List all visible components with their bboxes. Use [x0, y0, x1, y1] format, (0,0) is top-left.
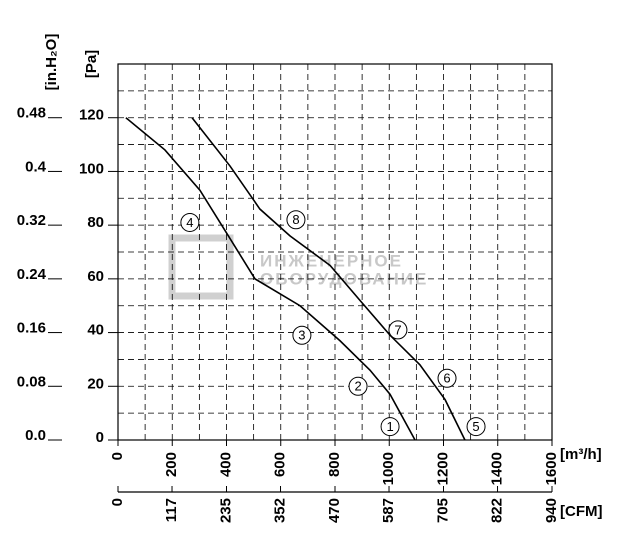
- y2-tick-label: 0.24: [17, 266, 47, 283]
- x-tick-label: 1000: [380, 452, 397, 485]
- x-tick-label: 800: [326, 452, 343, 477]
- y-tick-label: 20: [87, 375, 104, 392]
- annotation-circle: [388, 320, 408, 340]
- x2-tick-label: 822: [488, 498, 505, 523]
- y2-tick-label: 0.16: [17, 320, 46, 337]
- y2-tick-label: 0.48: [17, 105, 46, 122]
- annotation-circle: [348, 376, 368, 396]
- annotation: 4: [186, 215, 193, 230]
- annotation: 5: [472, 419, 479, 434]
- x-tick-label: 1600: [543, 452, 560, 485]
- annotation: 3: [298, 328, 305, 343]
- x2-axis-label: [CFM]: [560, 503, 602, 520]
- x2-tick-label: 470: [326, 498, 343, 523]
- annotation: 8: [292, 212, 299, 227]
- x-tick-label: 600: [272, 452, 289, 477]
- y2-tick-label: 0.08: [17, 373, 46, 390]
- annotation: 7: [394, 322, 401, 337]
- x2-tick-label: 117: [163, 498, 180, 522]
- annotation-circle: [180, 212, 200, 232]
- y2-axis-label: [in.H₂O]: [43, 34, 60, 91]
- y2-tick-label: 0.4: [25, 158, 47, 175]
- y-axis-label: [Pa]: [83, 50, 100, 78]
- x2-tick-label: 587: [380, 498, 397, 523]
- x-tick-label: 0: [109, 452, 126, 460]
- y2-tick-label: 0.32: [17, 212, 46, 229]
- annotation-circle: [437, 368, 457, 388]
- y-tick-label: 60: [87, 268, 104, 285]
- x2-tick-label: 235: [217, 498, 234, 523]
- watermark-logo: [168, 234, 234, 300]
- x-tick-label: 200: [163, 452, 180, 477]
- x2-tick-label: 940: [543, 498, 560, 523]
- y2-tick-label: 0.0: [25, 427, 46, 444]
- x-tick-label: 1400: [489, 452, 506, 485]
- watermark: ИНЖЕНЕРНОЕ: [260, 251, 403, 270]
- annotation: 6: [443, 371, 450, 386]
- curve: [191, 117, 466, 441]
- x2-tick-label: 352: [271, 498, 288, 523]
- annotation-circle: [286, 210, 306, 230]
- y-tick-label: 0: [96, 429, 104, 446]
- x-tick-label: 400: [217, 452, 234, 477]
- x-tick-label: 1200: [434, 452, 451, 485]
- y-tick-label: 40: [87, 322, 104, 339]
- x2-tick-label: 705: [434, 498, 451, 523]
- y-tick-label: 100: [79, 160, 104, 177]
- x-axis-label: [m³/h]: [560, 446, 602, 463]
- curve: [125, 117, 416, 441]
- annotation: 1: [386, 419, 393, 434]
- annotation-circle: [380, 417, 400, 437]
- y-tick-label: 120: [79, 107, 104, 124]
- y-tick-label: 80: [87, 214, 104, 231]
- x2-tick-label: 0: [109, 498, 126, 506]
- annotation-circle: [466, 417, 486, 437]
- annotation: 2: [354, 379, 361, 394]
- annotation-circle: [292, 325, 312, 345]
